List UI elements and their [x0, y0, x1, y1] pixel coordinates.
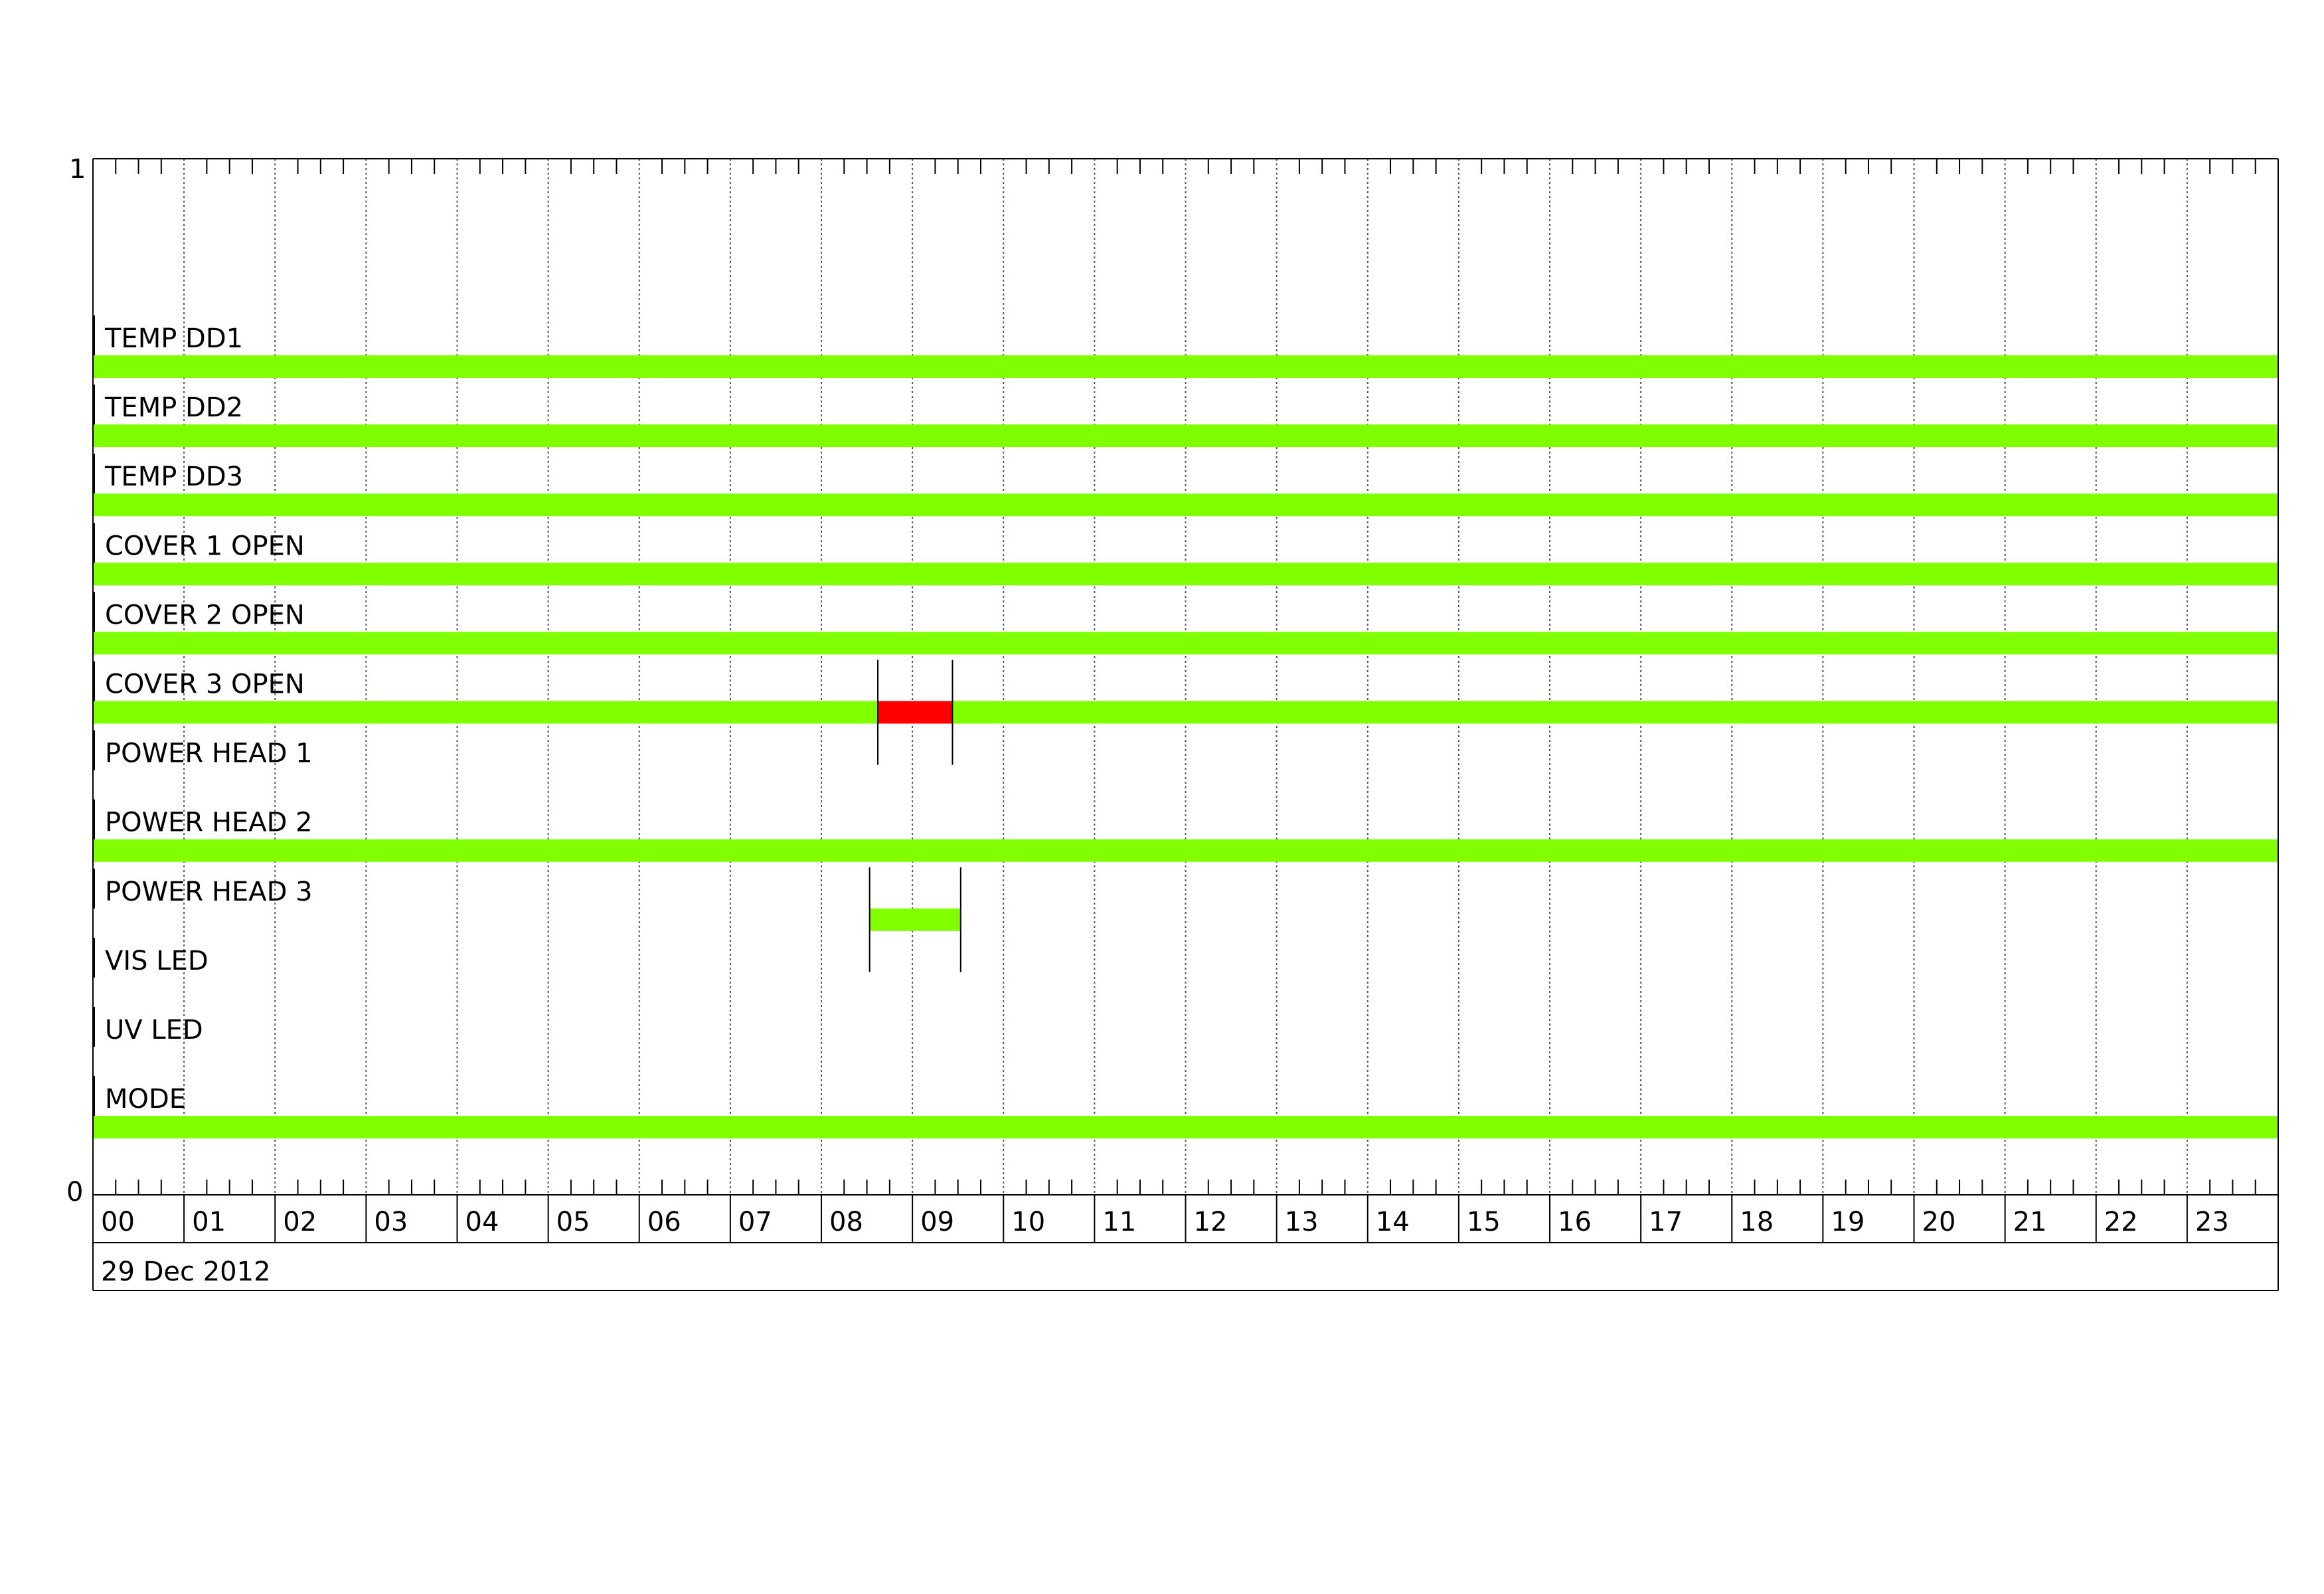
- state-segment-ok: [93, 632, 2278, 655]
- x-tick-label: 12: [1194, 1207, 1228, 1237]
- x-tick-label: 08: [829, 1207, 863, 1237]
- date-label: 29 Dec 2012: [101, 1257, 271, 1287]
- x-tick-label: 15: [1467, 1207, 1501, 1237]
- bars: [93, 355, 2278, 1139]
- x-tick-label: 01: [192, 1207, 226, 1237]
- x-tick-label: 03: [374, 1207, 408, 1237]
- x-tick-label: 00: [101, 1207, 135, 1237]
- row-label: COVER 2 OPEN: [105, 600, 305, 630]
- x-tick-label: 23: [2195, 1207, 2229, 1237]
- x-tick-label: 13: [1285, 1207, 1319, 1237]
- x-tick-label: 19: [1831, 1207, 1865, 1237]
- state-segment-ok: [93, 701, 878, 724]
- state-segment-ok: [93, 1116, 2278, 1139]
- row-label: TEMP DD2: [104, 393, 243, 423]
- axes: [92, 158, 2279, 1291]
- row-label: MODE: [105, 1084, 186, 1114]
- state-segment-ok: [93, 493, 2278, 517]
- x-tick-label: 09: [920, 1207, 954, 1237]
- state-segment-ok: [93, 563, 2278, 586]
- x-tick-label: 14: [1376, 1207, 1410, 1237]
- x-tick-label: 04: [465, 1207, 499, 1237]
- row-label: TEMP DD3: [104, 462, 243, 492]
- x-tick-label: 10: [1011, 1207, 1045, 1237]
- x-tick-label: 05: [556, 1207, 590, 1237]
- row-labels: TEMP DD1 TEMP DD2 TEMP DD3 COVER 1 OPEN COVE…: [104, 323, 313, 1114]
- x-tick-label: 20: [1922, 1207, 1956, 1237]
- row-label: POWER HEAD 2: [105, 808, 313, 838]
- state-segment-ok: [869, 908, 961, 931]
- x-tick-label: 17: [1649, 1207, 1683, 1237]
- state-segment-ok: [952, 701, 2278, 724]
- x-tick-label: 07: [738, 1207, 772, 1237]
- row-label: POWER HEAD 1: [105, 739, 313, 769]
- row-label: COVER 3 OPEN: [105, 669, 305, 700]
- row-label: VIS LED: [105, 946, 208, 976]
- row-label: COVER 1 OPEN: [105, 531, 305, 561]
- x-tick-label: 02: [283, 1207, 317, 1237]
- state-segment-ok: [93, 424, 2278, 448]
- state-segment-ok: [93, 355, 2278, 378]
- row-label: POWER HEAD 3: [105, 877, 313, 907]
- row-label: UV LED: [105, 1015, 203, 1045]
- state-segment-alarm: [878, 701, 953, 724]
- x-tick-label: 11: [1102, 1207, 1136, 1237]
- state-segment-ok: [93, 839, 2278, 862]
- grid: [183, 159, 2188, 1195]
- x-tick-label: 16: [1558, 1207, 1592, 1237]
- y-tick-1: 1: [69, 154, 86, 185]
- y-tick-0: 0: [66, 1177, 83, 1207]
- x-tick-label: 06: [647, 1207, 681, 1237]
- x-tick-labels: 00 01 02 03 04 05 06 07 08 09 10 11 12 13 14 15 16 17 18 19…: [101, 1207, 2229, 1237]
- x-tick-label: 18: [1740, 1207, 1774, 1237]
- x-tick-label: 21: [2013, 1207, 2047, 1237]
- x-tick-label: 22: [2104, 1207, 2138, 1237]
- row-label: TEMP DD1: [104, 323, 243, 354]
